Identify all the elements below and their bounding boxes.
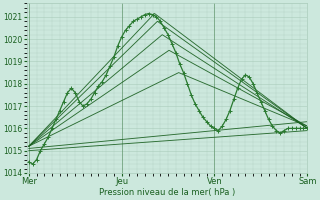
X-axis label: Pression niveau de la mer( hPa ): Pression niveau de la mer( hPa ) xyxy=(99,188,235,197)
